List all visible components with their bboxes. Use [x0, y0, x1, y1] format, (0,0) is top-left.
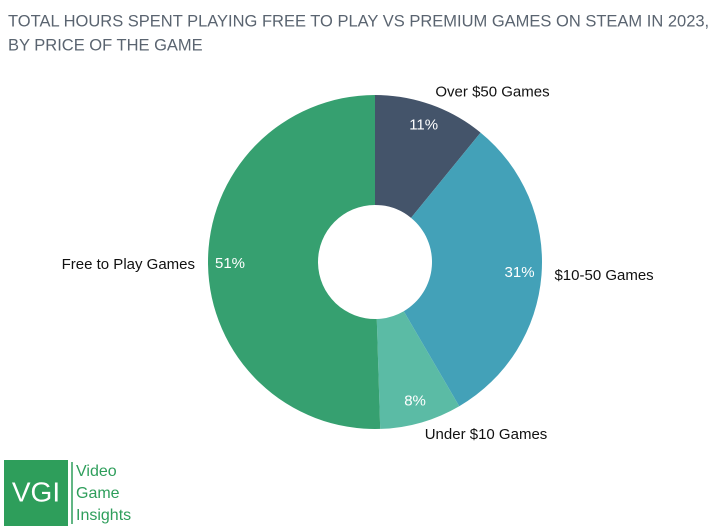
value-label: 8%	[404, 392, 426, 409]
category-label: Free to Play Games	[62, 256, 195, 273]
slice	[208, 94, 381, 429]
category-label: Over $50 Games	[435, 83, 549, 100]
slice	[376, 311, 460, 429]
value-label: 31%	[505, 264, 535, 281]
logo-text: Insights	[76, 507, 131, 524]
category-label: $10-50 Games	[554, 267, 653, 284]
logo-box	[4, 460, 68, 526]
chart-title: TOTAL HOURS SPENT PLAYING FREE TO PLAY V…	[8, 12, 709, 30]
slice	[403, 132, 542, 407]
value-label: 51%	[215, 255, 245, 272]
slice	[375, 95, 481, 218]
category-label: Under $10 Games	[425, 426, 548, 443]
logo-text: Video	[76, 463, 117, 480]
logo-mark: VGI	[12, 476, 60, 507]
value-label: 11%	[409, 116, 438, 133]
logo-text: Game	[76, 485, 120, 502]
chart-title: BY PRICE OF THE GAME	[8, 36, 203, 54]
